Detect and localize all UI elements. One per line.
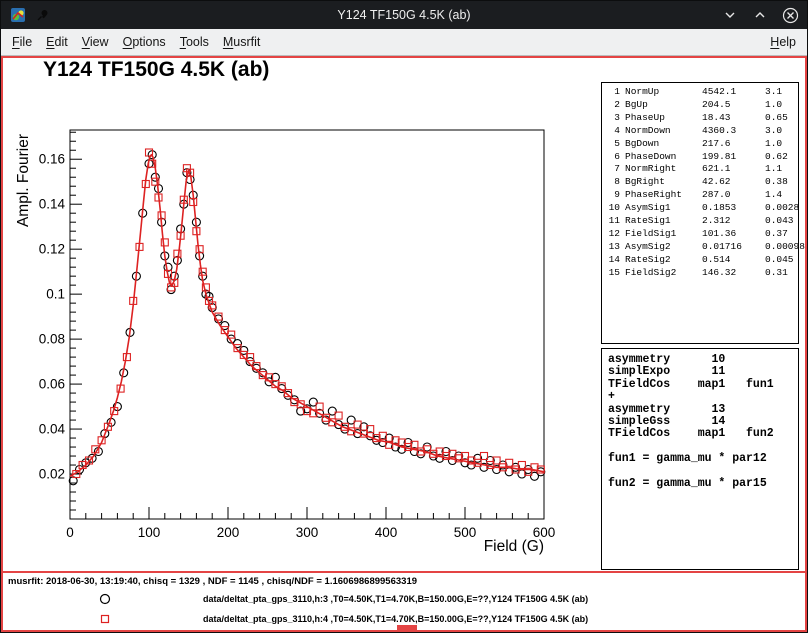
svg-text:200: 200 <box>217 525 240 540</box>
chevron-up-icon <box>754 9 766 21</box>
parameter-pave[interactable]: 1NormUp4542.13.12BgUp204.51.03PhaseUp18.… <box>601 82 799 344</box>
svg-text:0.02: 0.02 <box>39 467 65 482</box>
menu-item-musrfit[interactable]: Musrfit <box>216 31 268 53</box>
legend-row: data/deltat_pta_gps_3110,h:3 ,T0=4.50K,T… <box>3 591 805 607</box>
legend-entry-text: data/deltat_pta_gps_3110,h:3 ,T0=4.50K,T… <box>203 594 588 604</box>
menu-item-tools[interactable]: Tools <box>173 31 216 53</box>
svg-text:Ampl. Fourier: Ampl. Fourier <box>15 134 32 227</box>
param-row: 3PhaseUp18.430.65 <box>604 112 796 125</box>
param-row: 13AsymSig20.017160.00098 <box>604 241 796 254</box>
param-row: 8BgRight42.620.38 <box>604 176 796 189</box>
svg-text:300: 300 <box>296 525 319 540</box>
svg-text:Field (G): Field (G) <box>484 538 544 555</box>
status-text: musrfit: 2018-06-30, 13:19:40, chisq = 1… <box>8 576 417 587</box>
svg-text:100: 100 <box>138 525 161 540</box>
plot-area[interactable]: 01002003004005006000.020.040.060.080.10.… <box>3 58 585 570</box>
param-row: 11RateSig12.3120.043 <box>604 215 796 228</box>
param-row: 2BgUp204.51.0 <box>604 99 796 112</box>
param-row: 1NormUp4542.13.1 <box>604 86 796 99</box>
close-button[interactable] <box>781 6 799 24</box>
pin-icon[interactable] <box>34 6 52 24</box>
menu-item-options[interactable]: Options <box>116 31 173 53</box>
pad-resize-handle[interactable] <box>397 625 417 630</box>
menu-item-file[interactable]: File <box>5 31 39 53</box>
menu-item-help[interactable]: Help <box>763 31 803 53</box>
circle-marker-icon <box>97 591 113 607</box>
svg-text:0: 0 <box>66 525 74 540</box>
param-row: 10AsymSig10.18530.0028 <box>604 202 796 215</box>
app-icon <box>9 6 27 24</box>
info-pad-separator <box>3 571 805 573</box>
svg-text:0.08: 0.08 <box>39 332 65 347</box>
param-row: 7NormRight621.11.1 <box>604 163 796 176</box>
menu-item-edit[interactable]: Edit <box>39 31 75 53</box>
svg-text:0.1: 0.1 <box>46 287 65 302</box>
param-row: 6PhaseDown199.810.62 <box>604 151 796 164</box>
close-icon <box>782 7 799 24</box>
svg-text:400: 400 <box>375 525 398 540</box>
minimize-button[interactable] <box>721 6 739 24</box>
chevron-down-icon <box>724 9 736 21</box>
param-row: 15FieldSig2146.320.31 <box>604 267 796 280</box>
param-row: 12FieldSig1101.360.37 <box>604 228 796 241</box>
titlebar[interactable]: Y124 TF150G 4.5K (ab) <box>1 1 807 29</box>
svg-text:0.06: 0.06 <box>39 377 65 392</box>
menu-item-view[interactable]: View <box>75 31 116 53</box>
svg-text:500: 500 <box>454 525 477 540</box>
menubar: File Edit View Options Tools Musrfit Hel… <box>1 29 807 56</box>
param-row: 9PhaseRight287.01.4 <box>604 189 796 202</box>
square-marker-icon <box>97 611 113 627</box>
maximize-button[interactable] <box>751 6 769 24</box>
param-row: 5BgDown217.61.0 <box>604 138 796 151</box>
svg-text:0.16: 0.16 <box>39 152 65 167</box>
legend-entry-text: data/deltat_pta_gps_3110,h:4 ,T0=4.50K,T… <box>203 614 588 624</box>
param-row: 4NormDown4360.33.0 <box>604 125 796 138</box>
root-canvas[interactable]: Y124 TF150G 4.5K (ab) 010020030040050060… <box>1 56 807 632</box>
svg-text:0.14: 0.14 <box>39 197 66 212</box>
theory-pave[interactable]: asymmetry 10 simplExpo 11 TFieldCos map1… <box>601 348 799 570</box>
window-title: Y124 TF150G 4.5K (ab) <box>139 8 669 22</box>
svg-text:0.04: 0.04 <box>39 422 66 437</box>
svg-text:0.12: 0.12 <box>39 242 65 257</box>
param-row: 14RateSig20.5140.045 <box>604 254 796 267</box>
application-window: Y124 TF150G 4.5K (ab) Fil <box>0 0 808 633</box>
